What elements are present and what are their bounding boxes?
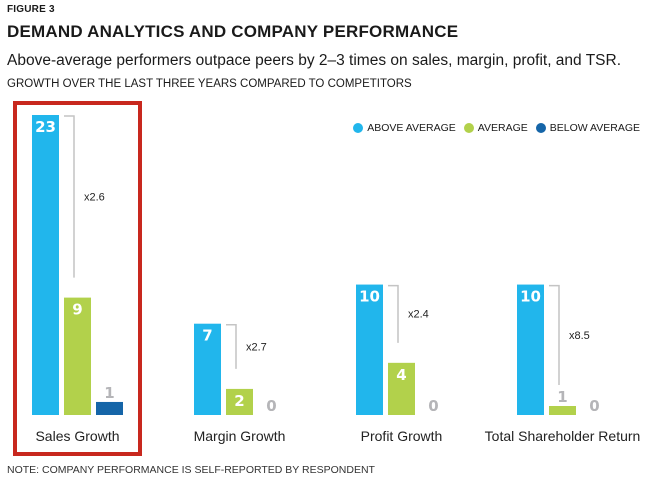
bar-value-label: 9 — [72, 301, 82, 319]
highlight-box — [13, 101, 142, 456]
category-label-sales-growth: Sales Growth — [35, 428, 119, 444]
multiplier-label: x8.5 — [569, 330, 590, 342]
bar-value-label: 0 — [589, 397, 599, 415]
footnote: NOTE: COMPANY PERFORMANCE IS SELF-REPORT… — [7, 464, 375, 476]
multiplier-bracket — [64, 115, 75, 278]
bar-above-average-margin-growth — [194, 323, 221, 415]
figure-label: FIGURE 3 — [7, 4, 55, 15]
category-label-profit-growth: Profit Growth — [361, 428, 443, 444]
bar-below-average-sales-growth — [96, 401, 123, 415]
bar-average-margin-growth — [226, 388, 253, 415]
multiplier-bracket — [388, 284, 399, 343]
bar-average-profit-growth — [388, 362, 415, 415]
multiplier-bracket — [226, 323, 237, 369]
legend-item-above-average: ABOVE AVERAGE — [353, 122, 456, 134]
legend-item-below-average: BELOW AVERAGE — [535, 122, 640, 134]
bar-value-label: 10 — [359, 288, 380, 306]
multiplier-label: x2.4 — [408, 309, 429, 321]
chart-subtitle: Above-average performers outpace peers b… — [7, 52, 621, 69]
bar-value-label: 4 — [396, 366, 406, 384]
category-label-total-shareholder-return: Total Shareholder Return — [485, 428, 641, 444]
multiplier-bracket — [549, 284, 560, 385]
bar-value-label: 1 — [557, 388, 567, 406]
bar-value-label: 10 — [520, 288, 541, 306]
legend-label: AVERAGE — [477, 122, 528, 134]
bar-above-average-total-shareholder-return — [517, 284, 544, 415]
bar-above-average-profit-growth — [356, 284, 383, 415]
bar-average-sales-growth — [64, 297, 91, 415]
legend: ABOVE AVERAGE AVERAGE BELOW AVERAGE — [353, 122, 640, 134]
legend-dot-above-average — [353, 123, 364, 133]
bar-value-label: 1 — [104, 384, 114, 402]
bar-average-total-shareholder-return — [549, 406, 576, 415]
bar-value-label: 0 — [428, 397, 438, 415]
legend-label: ABOVE AVERAGE — [367, 122, 456, 134]
category-label-margin-growth: Margin Growth — [194, 428, 286, 444]
legend-dot-average — [463, 123, 474, 133]
bar-value-label: 23 — [35, 118, 56, 136]
chart-title: DEMAND ANALYTICS AND COMPANY PERFORMANCE — [7, 22, 459, 41]
legend-item-average: AVERAGE — [463, 122, 528, 134]
axis-description: GROWTH OVER THE LAST THREE YEARS COMPARE… — [7, 78, 412, 90]
bar-value-label: 0 — [266, 397, 276, 415]
legend-dot-below-average — [535, 123, 546, 133]
bar-value-label: 7 — [202, 327, 212, 345]
legend-label: BELOW AVERAGE — [549, 122, 640, 134]
multiplier-label: x2.7 — [246, 341, 267, 353]
bar-value-label: 2 — [234, 392, 244, 410]
multiplier-label: x2.6 — [84, 191, 105, 203]
bar-above-average-sales-growth — [32, 115, 59, 415]
